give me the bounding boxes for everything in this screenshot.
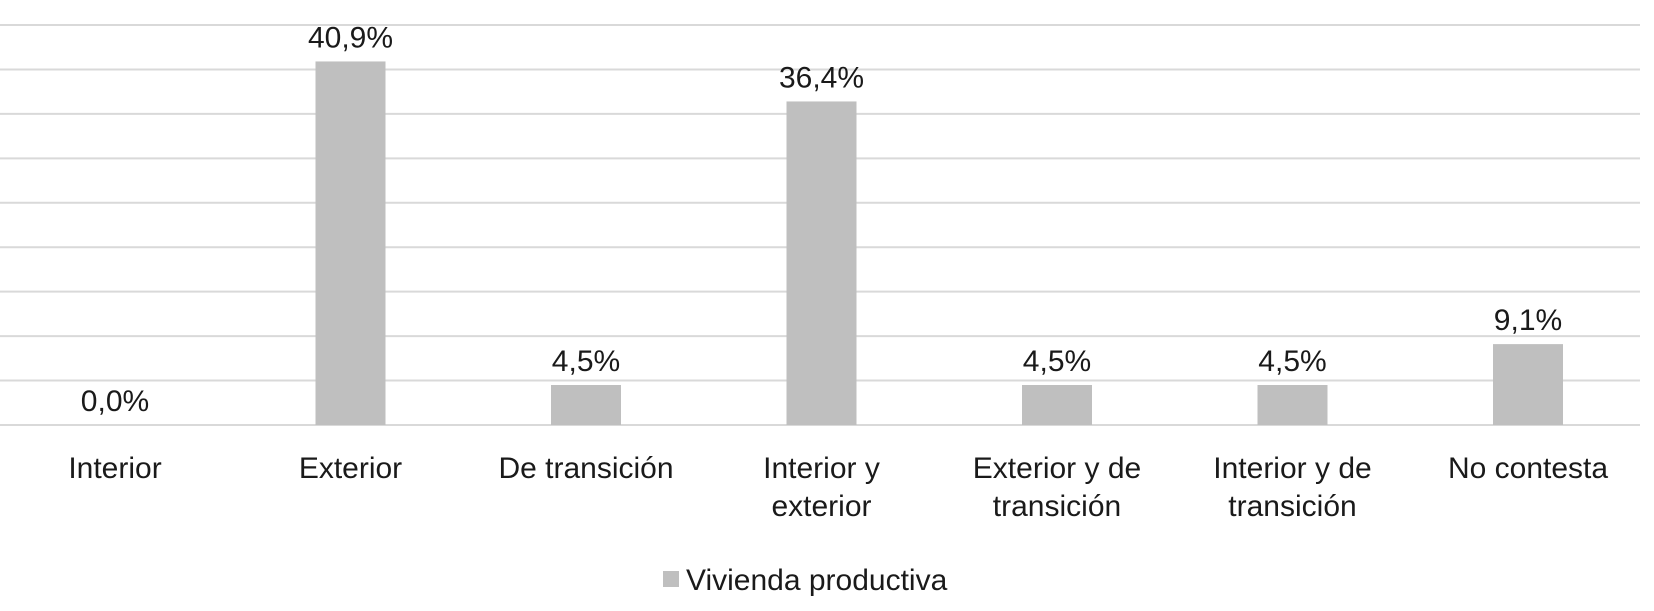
category-label: Exterior — [299, 452, 402, 485]
bar — [1022, 385, 1092, 425]
bar — [551, 385, 621, 425]
chart-bars — [315, 61, 1563, 425]
category-label: De transición — [498, 452, 673, 485]
category-label: No contesta — [1448, 452, 1608, 485]
category-label: transición — [993, 490, 1121, 523]
bar — [1493, 344, 1563, 425]
data-label: 36,4% — [779, 61, 864, 94]
legend-label: Vivienda productiva — [686, 564, 948, 597]
data-label: 4,5% — [552, 345, 620, 378]
data-label: 4,5% — [1023, 345, 1091, 378]
chart-legend: Vivienda productiva — [663, 564, 948, 597]
category-label: transición — [1228, 490, 1356, 523]
bar — [315, 61, 386, 425]
category-label: Exterior y de — [973, 452, 1141, 485]
legend-swatch — [663, 571, 679, 587]
chart-data-labels: 0,0% 40,9% 4,5% 36,4% 4,5% 4,5% 9,1% — [81, 21, 1562, 418]
data-label: 9,1% — [1494, 304, 1562, 337]
category-label: Interior y — [763, 452, 880, 485]
data-label: 4,5% — [1258, 345, 1326, 378]
data-label: 0,0% — [81, 385, 149, 418]
category-label: exterior — [771, 490, 871, 523]
data-label: 40,9% — [308, 21, 393, 54]
chart-category-labels: Interior Exterior De transición Interior y e… — [68, 452, 1608, 523]
bar — [786, 101, 857, 425]
bar — [1257, 385, 1328, 425]
category-label: Interior — [68, 452, 161, 485]
category-label: Interior y de — [1213, 452, 1371, 485]
